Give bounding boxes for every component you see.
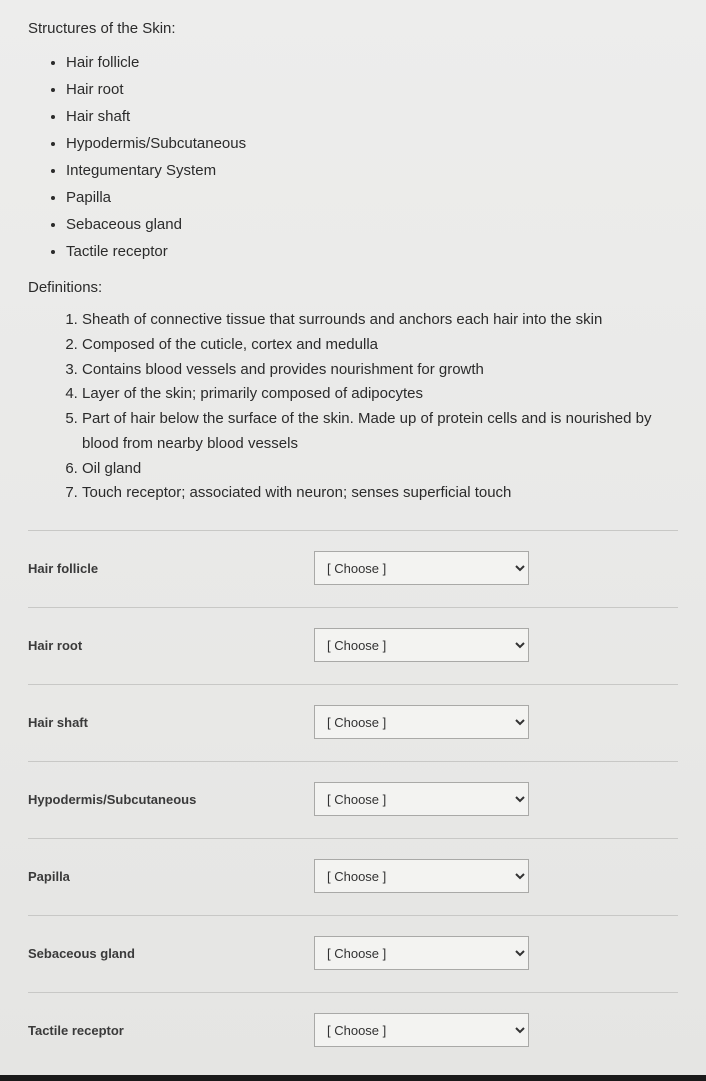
match-label: Hair shaft [28,685,314,762]
list-item: Sheath of connective tissue that surroun… [82,308,678,333]
choose-dropdown[interactable]: [ Choose ] [314,1013,529,1047]
list-item: Integumentary System [66,157,678,184]
table-row: Hair shaft [ Choose ] [28,685,678,762]
list-item: Tactile receptor [66,238,678,265]
table-row: Hypodermis/Subcutaneous [ Choose ] [28,762,678,839]
list-item: Layer of the skin; primarily composed of… [82,382,678,407]
table-row: Tactile receptor [ Choose ] [28,993,678,1070]
structures-list: Hair follicle Hair root Hair shaft Hypod… [28,49,678,265]
match-label: Sebaceous gland [28,916,314,993]
choose-dropdown[interactable]: [ Choose ] [314,782,529,816]
match-label: Tactile receptor [28,993,314,1070]
bottom-bar [0,1075,706,1081]
matching-table: Hair follicle [ Choose ] Hair root [ Cho… [28,530,678,1069]
match-label: Hair root [28,608,314,685]
list-item: Oil gland [82,457,678,482]
definitions-list: Sheath of connective tissue that surroun… [28,308,678,506]
choose-dropdown[interactable]: [ Choose ] [314,551,529,585]
list-item: Papilla [66,184,678,211]
list-item: Hair root [66,76,678,103]
list-item: Sebaceous gland [66,211,678,238]
list-item: Touch receptor; associated with neuron; … [82,481,678,506]
structures-heading: Structures of the Skin: [28,20,678,37]
list-item: Hypodermis/Subcutaneous [66,130,678,157]
list-item: Hair shaft [66,103,678,130]
table-row: Sebaceous gland [ Choose ] [28,916,678,993]
table-row: Hair root [ Choose ] [28,608,678,685]
choose-dropdown[interactable]: [ Choose ] [314,705,529,739]
table-row: Hair follicle [ Choose ] [28,531,678,608]
list-item: Contains blood vessels and provides nour… [82,358,678,383]
match-label: Papilla [28,839,314,916]
definitions-heading: Definitions: [28,279,678,296]
choose-dropdown[interactable]: [ Choose ] [314,936,529,970]
list-item: Hair follicle [66,49,678,76]
choose-dropdown[interactable]: [ Choose ] [314,628,529,662]
match-label: Hair follicle [28,531,314,608]
list-item: Part of hair below the surface of the sk… [82,407,678,457]
table-row: Papilla [ Choose ] [28,839,678,916]
choose-dropdown[interactable]: [ Choose ] [314,859,529,893]
match-label: Hypodermis/Subcutaneous [28,762,314,839]
list-item: Composed of the cuticle, cortex and medu… [82,333,678,358]
quiz-page: Structures of the Skin: Hair follicle Ha… [0,0,706,1075]
